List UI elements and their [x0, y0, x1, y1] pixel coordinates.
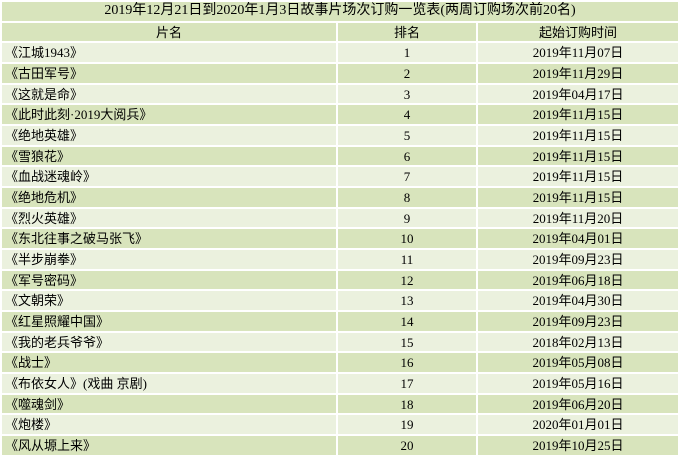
column-header-start-order-date: 起始订购时间	[478, 22, 679, 42]
rank-cell: 6	[338, 146, 476, 166]
start-order-date-cell: 2019年11月15日	[478, 126, 679, 145]
rank-cell: 10	[338, 229, 476, 249]
start-order-date-cell: 2019年11月15日	[478, 146, 679, 166]
start-order-date-cell: 2018年02月13日	[478, 332, 679, 352]
rank-cell: 1	[338, 43, 476, 63]
film-name-cell: 《血战迷魂岭》	[2, 167, 336, 187]
table-row: 《布依女人》(戏曲 京剧) 17 2019年05月16日	[2, 374, 679, 393]
start-order-date-cell: 2019年06月18日	[478, 270, 679, 290]
film-name-cell: 《这就是命》	[2, 84, 336, 104]
table-row: 《军号密码》 12 2019年06月18日	[2, 270, 679, 290]
film-name-cell: 《绝地危机》	[2, 188, 336, 207]
rank-cell: 13	[338, 291, 476, 311]
start-order-date-cell: 2019年11月15日	[478, 188, 679, 207]
rank-cell: 5	[338, 126, 476, 145]
film-name-cell: 《风从塬上来》	[2, 436, 336, 455]
table-row: 《我的老兵爷爷》 15 2018年02月13日	[2, 332, 679, 352]
start-order-date-cell: 2019年04月17日	[478, 84, 679, 104]
start-order-date-cell: 2019年11月20日	[478, 208, 679, 228]
rank-cell: 3	[338, 84, 476, 104]
film-name-cell: 《古田军号》	[2, 64, 336, 83]
start-order-date-cell: 2019年11月15日	[478, 105, 679, 125]
table-row: 《古田军号》 2 2019年11月29日	[2, 64, 679, 83]
film-name-cell: 《布依女人》(戏曲 京剧)	[2, 374, 336, 393]
rank-cell: 15	[338, 332, 476, 352]
film-name-cell: 《红星照耀中国》	[2, 312, 336, 331]
table-title-row: 2019年12月21日到2020年1月3日故事片场次订购一览表(两周订购场次前2…	[2, 2, 679, 21]
start-order-date-cell: 2019年11月07日	[478, 43, 679, 63]
film-name-cell: 《雪狼花》	[2, 146, 336, 166]
film-name-cell: 《江城1943》	[2, 43, 336, 63]
rank-cell: 16	[338, 353, 476, 373]
table-row: 《炮楼》 19 2020年01月01日	[2, 415, 679, 435]
start-order-date-cell: 2020年01月01日	[478, 415, 679, 435]
table-row: 《文朝荣》 13 2019年04月30日	[2, 291, 679, 311]
table-row: 《雪狼花》 6 2019年11月15日	[2, 146, 679, 166]
film-name-cell: 《此时此刻·2019大阅兵》	[2, 105, 336, 125]
film-name-cell: 《东北往事之破马张飞》	[2, 229, 336, 249]
film-name-cell: 《绝地英雄》	[2, 126, 336, 145]
table-row: 《红星照耀中国》 14 2019年09月23日	[2, 312, 679, 331]
table-row: 《绝地英雄》 5 2019年11月15日	[2, 126, 679, 145]
film-name-cell: 《军号密码》	[2, 270, 336, 290]
film-name-cell: 《炮楼》	[2, 415, 336, 435]
start-order-date-cell: 2019年06月20日	[478, 394, 679, 414]
film-name-cell: 《噬魂剑》	[2, 394, 336, 414]
table-row: 《半步崩拳》 11 2019年09月23日	[2, 250, 679, 269]
start-order-date-cell: 2019年11月15日	[478, 167, 679, 187]
table-row: 《绝地危机》 8 2019年11月15日	[2, 188, 679, 207]
start-order-date-cell: 2019年09月23日	[478, 312, 679, 331]
rank-cell: 7	[338, 167, 476, 187]
start-order-date-cell: 2019年05月16日	[478, 374, 679, 393]
film-name-cell: 《战士》	[2, 353, 336, 373]
rank-cell: 18	[338, 394, 476, 414]
start-order-date-cell: 2019年09月23日	[478, 250, 679, 269]
start-order-date-cell: 2019年04月30日	[478, 291, 679, 311]
rank-cell: 11	[338, 250, 476, 269]
rank-cell: 14	[338, 312, 476, 331]
table-row: 《风从塬上来》 20 2019年10月25日	[2, 436, 679, 455]
table-row: 《此时此刻·2019大阅兵》 4 2019年11月15日	[2, 105, 679, 125]
rank-cell: 12	[338, 270, 476, 290]
start-order-date-cell: 2019年05月08日	[478, 353, 679, 373]
table-row: 《烈火英雄》 9 2019年11月20日	[2, 208, 679, 228]
table-row: 《这就是命》 3 2019年04月17日	[2, 84, 679, 104]
rank-cell: 8	[338, 188, 476, 207]
table-row: 《战士》 16 2019年05月08日	[2, 353, 679, 373]
rank-cell: 20	[338, 436, 476, 455]
table-row: 《噬魂剑》 18 2019年06月20日	[2, 394, 679, 414]
column-header-film-name: 片名	[2, 22, 336, 42]
rank-cell: 9	[338, 208, 476, 228]
film-name-cell: 《文朝荣》	[2, 291, 336, 311]
film-name-cell: 《我的老兵爷爷》	[2, 332, 336, 352]
film-name-cell: 《烈火英雄》	[2, 208, 336, 228]
film-name-cell: 《半步崩拳》	[2, 250, 336, 269]
table-row: 《东北往事之破马张飞》 10 2019年04月01日	[2, 229, 679, 249]
rank-cell: 17	[338, 374, 476, 393]
table-row: 《江城1943》 1 2019年11月07日	[2, 43, 679, 63]
rank-cell: 4	[338, 105, 476, 125]
table-title: 2019年12月21日到2020年1月3日故事片场次订购一览表(两周订购场次前2…	[2, 2, 679, 21]
column-header-rank: 排名	[338, 22, 476, 42]
table-row: 《血战迷魂岭》 7 2019年11月15日	[2, 167, 679, 187]
table-header-row: 片名 排名 起始订购时间	[2, 22, 679, 42]
rank-cell: 19	[338, 415, 476, 435]
start-order-date-cell: 2019年04月01日	[478, 229, 679, 249]
rank-cell: 2	[338, 64, 476, 83]
start-order-date-cell: 2019年10月25日	[478, 436, 679, 455]
start-order-date-cell: 2019年11月29日	[478, 64, 679, 83]
